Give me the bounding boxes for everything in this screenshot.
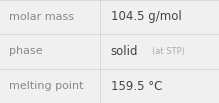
Text: solid: solid: [111, 45, 138, 58]
Text: 104.5 g/mol: 104.5 g/mol: [111, 11, 181, 23]
Text: molar mass: molar mass: [9, 12, 74, 22]
Text: phase: phase: [9, 46, 42, 57]
Text: melting point: melting point: [9, 81, 83, 91]
Text: (at STP): (at STP): [152, 47, 184, 56]
Text: 159.5 °C: 159.5 °C: [111, 80, 162, 92]
